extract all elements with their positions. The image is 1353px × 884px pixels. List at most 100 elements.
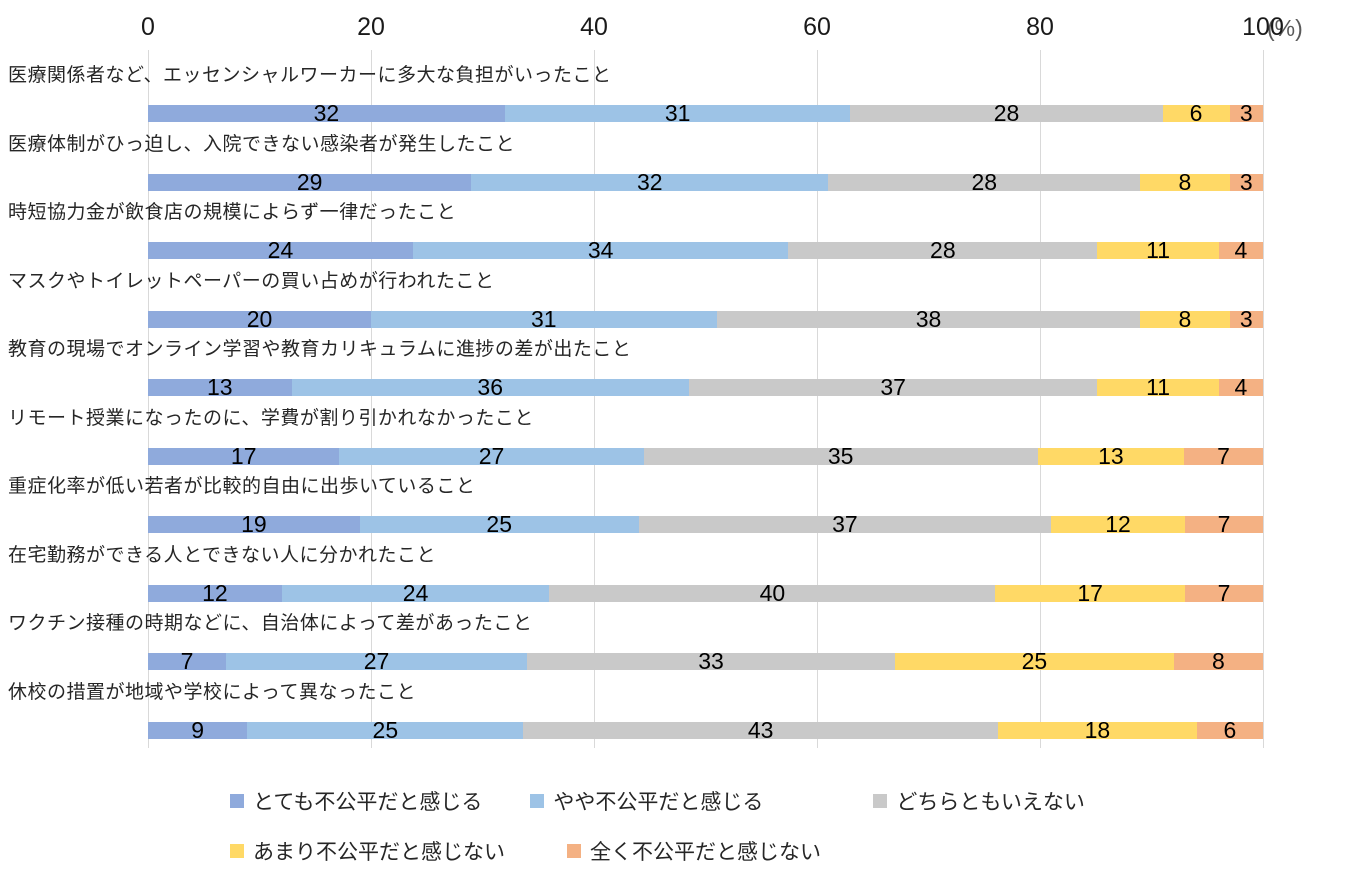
bar-segment: 7 (148, 650, 227, 673)
value-label: 12 (202, 579, 228, 606)
bar-segment: 28 (788, 239, 1098, 262)
value-label: 3 (1239, 100, 1253, 126)
bar-segment: 7 (1184, 579, 1263, 606)
bar-segment: 31 (504, 102, 851, 125)
gridline (1263, 50, 1264, 748)
bar-segment: 28 (850, 102, 1163, 125)
bar-segment: 29 (148, 168, 472, 195)
value-label: 9 (191, 716, 205, 743)
bar-segment: 17 (148, 444, 340, 467)
bar-segment: 43 (523, 718, 999, 741)
value-label: 6 (1223, 716, 1237, 743)
legend-swatch (873, 794, 888, 808)
bar-segment: 13 (1037, 442, 1185, 469)
value-label: 17 (1077, 579, 1103, 606)
bar-segment: 4 (1218, 376, 1263, 399)
chart-row: 重症化率が低い若者が比較的自由に出歩いていること 19 25 37 12 7 (0, 469, 1353, 538)
bar-segment: 24 (148, 237, 413, 263)
stacked-bar: 17 27 35 13 7 (148, 442, 1263, 469)
legend-row-1: とても不公平だと感じる やや不公平だと感じる どちらともいえない (230, 776, 1085, 826)
legend-swatch (230, 844, 244, 858)
value-label: 25 (372, 716, 399, 743)
legend: とても不公平だと感じる やや不公平だと感じる どちらともいえない あまり不公平だと感… (230, 776, 1085, 876)
category-label: マスクやトイレットペーパーの買い占めが行われたこと (8, 270, 495, 292)
gridline (148, 50, 149, 748)
x-axis: (%) 0 20 40 60 80 100 (141, 12, 1303, 48)
value-label: 8 (1211, 648, 1225, 674)
value-label: 32 (636, 168, 663, 195)
gridline (817, 50, 818, 748)
value-label: 37 (880, 374, 906, 400)
value-label: 20 (246, 305, 273, 332)
value-label: 19 (241, 511, 267, 537)
value-label: 27 (478, 442, 505, 469)
gridline (1040, 50, 1041, 748)
bar-segment: 7 (1184, 513, 1263, 536)
stacked-bar: 20 31 38 8 3 (148, 305, 1263, 332)
value-label: 29 (296, 168, 323, 195)
value-label: 24 (402, 579, 429, 606)
bar-segment: 8 (1140, 305, 1230, 332)
value-label: 28 (971, 168, 998, 195)
chart-row: ワクチン接種の時期などに、自治体によって差があったこと 7 27 33 25 8 (0, 606, 1353, 675)
legend-item: 全く不公平だと感じない (567, 836, 821, 866)
bar-segment: 37 (688, 374, 1098, 400)
category-label: 医療体制がひっ迫し、入院できない感染者が発生したこと (8, 133, 516, 155)
value-label: 32 (313, 100, 340, 126)
bar-segment: 12 (148, 579, 282, 606)
bar-segment: 36 (291, 376, 689, 399)
value-label: 35 (827, 442, 854, 469)
legend-item: どちらともいえない (873, 786, 1085, 816)
bar-segment: 28 (828, 168, 1141, 195)
bar-segment: 19 (148, 511, 360, 537)
legend-item: とても不公平だと感じる (230, 786, 482, 816)
legend-label: やや不公平だと感じる (553, 791, 764, 814)
value-label: 13 (1098, 442, 1124, 469)
bar-segment: 25 (247, 716, 524, 743)
gridline (371, 50, 372, 748)
value-label: 8 (1178, 305, 1192, 332)
category-label: 教育の現場でオンライン学習や教育カリキュラムに進捗の差が出たこと (8, 339, 632, 360)
bar-segment: 27 (339, 442, 644, 469)
bar-segment: 8 (1140, 168, 1230, 195)
value-label: 8 (1178, 168, 1192, 195)
category-label: リモート授業になったのに、学費が割り引かれなかったこと (8, 407, 534, 429)
bar-segment: 3 (1229, 100, 1263, 126)
value-label: 3 (1239, 168, 1253, 195)
x-axis-tick: 40 (580, 13, 608, 41)
bar-segment: 38 (716, 305, 1141, 332)
category-label: ワクチン接種の時期などに、自治体によって差があったこと (8, 613, 533, 634)
bar-segment: 37 (638, 513, 1052, 536)
bar-segment: 11 (1097, 374, 1219, 400)
gridline (594, 50, 595, 748)
chart-row: 在宅勤務ができる人とできない人に分かれたこと 12 24 40 17 7 (0, 538, 1353, 607)
bar-segment: 13 (148, 376, 292, 399)
plot-area (148, 50, 1264, 748)
value-label: 34 (587, 237, 614, 263)
value-label: 31 (531, 305, 557, 332)
legend-row-2: あまり不公平だと感じない 全く不公平だと感じない (230, 826, 1085, 876)
legend-label: 全く不公平だと感じない (590, 841, 821, 864)
value-label: 24 (267, 237, 294, 263)
stacked-bar: 9 25 43 18 6 (148, 716, 1263, 743)
bar-segment: 18 (998, 716, 1197, 743)
x-axis-tick: 80 (1026, 13, 1054, 41)
bar-segment: 32 (148, 100, 505, 126)
stacked-bar: 24 34 28 11 4 (148, 237, 1263, 263)
value-label: 33 (698, 648, 724, 674)
value-label: 38 (915, 305, 942, 332)
value-label: 11 (1146, 374, 1171, 400)
bar-segment: 31 (371, 305, 717, 332)
value-label: 18 (1084, 716, 1111, 743)
stacked-bar: 7 27 33 25 8 (148, 648, 1263, 674)
bar-segment: 35 (643, 442, 1038, 469)
legend-swatch (230, 794, 244, 808)
bar-segment: 11 (1097, 239, 1219, 262)
value-label: 7 (1217, 579, 1231, 606)
x-axis-tick: 0 (141, 13, 155, 41)
value-label: 7 (1217, 442, 1230, 469)
chart-row: 休校の措置が地域や学校によって異なったこと 9 25 43 18 6 (0, 675, 1353, 744)
value-label: 27 (363, 648, 390, 674)
chart-row: リモート授業になったのに、学費が割り引かれなかったこと 17 27 35 13 7 (0, 401, 1353, 470)
